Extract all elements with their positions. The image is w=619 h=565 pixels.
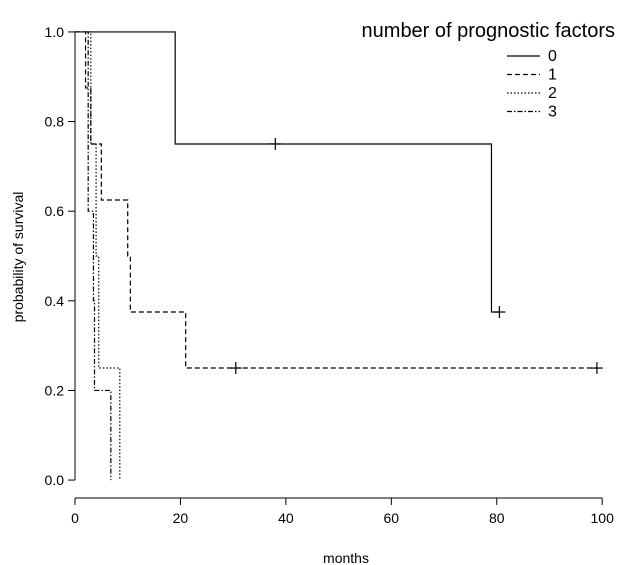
- legend-label-3: 3: [548, 104, 557, 121]
- series-3-line: [75, 31, 112, 481]
- series-2-line: [75, 31, 121, 481]
- x-tick-label: 80: [489, 510, 505, 526]
- legend-label-0: 0: [548, 48, 557, 65]
- x-tick-label: 20: [173, 510, 189, 526]
- x-axis-title: months: [323, 550, 369, 565]
- x-tick-label: 0: [71, 510, 79, 526]
- legend-title: number of prognostic factors: [362, 20, 615, 42]
- y-axis-title: probability of survival: [10, 192, 26, 323]
- y-tick-label: 0.8: [45, 114, 65, 130]
- y-tick-label: 0.2: [45, 382, 65, 398]
- legend-label-2: 2: [548, 85, 557, 102]
- plot-area: [75, 31, 603, 481]
- legend: number of prognostic factors 0 12 3: [362, 20, 615, 121]
- y-tick-label: 1.0: [45, 24, 65, 40]
- x-tick-label: 40: [278, 510, 294, 526]
- y-tick-label: 0.6: [45, 203, 65, 219]
- y-tick-label: 0.4: [45, 293, 65, 309]
- x-tick-label: 100: [591, 510, 615, 526]
- x-tick-label: 60: [384, 510, 400, 526]
- y-tick-label: 0.0: [45, 472, 65, 488]
- legend-label-1: 1: [548, 67, 557, 84]
- series-0-line: [75, 31, 500, 313]
- series-1-line: [75, 31, 597, 369]
